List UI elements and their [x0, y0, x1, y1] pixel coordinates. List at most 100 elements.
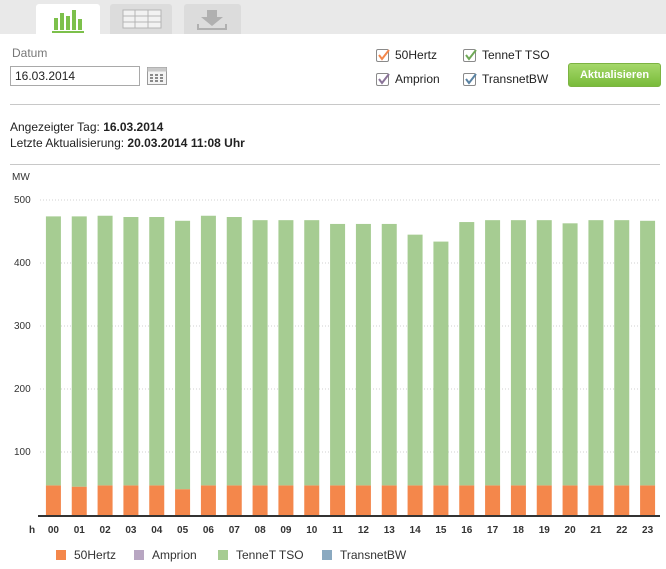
shown-day-value: 16.03.2014 — [103, 120, 164, 134]
divider — [10, 164, 660, 165]
x-tick-label: 08 — [255, 525, 267, 536]
x-tick-label: 00 — [48, 525, 60, 536]
y-tick-label: 400 — [14, 258, 31, 269]
checkmark-icon — [465, 48, 477, 61]
bar-50hertz — [252, 485, 268, 515]
y-tick-label: 200 — [14, 384, 31, 395]
bar-tennet-tso — [330, 223, 346, 486]
x-tick-label: 23 — [642, 525, 654, 536]
bar-50hertz — [588, 485, 604, 515]
x-tick-label: 01 — [74, 525, 86, 536]
bar-tennet-tso — [304, 220, 320, 486]
divider — [10, 104, 660, 105]
bar-tennet-tso — [433, 241, 449, 486]
bar-50hertz — [278, 485, 294, 515]
bar-50hertz — [485, 485, 501, 515]
date-input[interactable] — [10, 66, 140, 86]
legend-item-transnetbw: TransnetBW — [322, 548, 406, 562]
legend-item-tennet: TenneT TSO — [218, 548, 304, 562]
last-update-label: Letzte Aktualisierung: — [10, 136, 125, 150]
x-tick-label: 17 — [487, 525, 499, 536]
bar-50hertz — [200, 485, 216, 515]
x-tick-label: 11 — [332, 525, 343, 536]
update-button[interactable]: Aktualisieren — [568, 63, 661, 87]
legend-label: Amprion — [152, 548, 197, 562]
x-tick-label: 04 — [151, 525, 163, 536]
download-icon — [197, 10, 227, 30]
legend-label: 50Hertz — [74, 548, 117, 562]
bar-tennet-tso — [381, 223, 397, 486]
tab-download[interactable] — [184, 4, 241, 34]
bar-tennet-tso — [485, 220, 501, 486]
bar-50hertz — [149, 485, 165, 515]
date-label: Datum — [12, 46, 48, 60]
bar-50hertz — [226, 485, 242, 515]
bar-tennet-tso — [200, 215, 216, 486]
bar-50hertz — [97, 485, 113, 515]
bar-50hertz — [562, 485, 578, 515]
legend-swatch — [56, 550, 66, 560]
x-tick-label: 15 — [435, 525, 447, 536]
bar-tennet-tso — [123, 217, 139, 486]
x-tick-label: 12 — [358, 525, 370, 536]
x-tick-label: 06 — [203, 525, 215, 536]
bar-50hertz — [510, 485, 526, 515]
checkbox-label: 50Hertz — [395, 48, 438, 62]
bar-tennet-tso — [407, 234, 423, 486]
legend-label: TransnetBW — [340, 548, 407, 562]
y-tick-label: 300 — [14, 321, 31, 332]
checkbox-amprion[interactable]: Amprion — [376, 72, 440, 86]
bar-50hertz — [304, 485, 320, 515]
bar-tennet-tso — [536, 220, 552, 486]
bar-tennet-tso — [97, 215, 113, 486]
bar-50hertz — [459, 485, 475, 515]
legend-swatch — [134, 550, 144, 560]
bar-tennet-tso — [459, 222, 475, 486]
x-tick-label: 03 — [125, 525, 137, 536]
checkbox-transnetbw[interactable]: TransnetBW — [463, 72, 548, 86]
bar-tennet-tso — [562, 223, 578, 486]
x-tick-label: 02 — [100, 525, 112, 536]
x-tick-label: 05 — [177, 525, 189, 536]
x-tick-label: 16 — [461, 525, 473, 536]
checkbox-box[interactable] — [463, 48, 477, 62]
checkbox-box[interactable] — [376, 72, 390, 86]
y-tick-label: 500 — [14, 195, 31, 206]
checkbox-label: TenneT TSO — [482, 48, 550, 62]
checkmark-icon — [378, 72, 390, 85]
legend-swatch — [218, 550, 228, 560]
bar-tennet-tso — [614, 220, 630, 486]
legend-swatch — [322, 550, 332, 560]
x-tick-label: 22 — [616, 525, 628, 536]
checkbox-label: Amprion — [395, 72, 440, 86]
shown-day-info: Angezeigter Tag: 16.03.2014 — [10, 120, 163, 134]
checkbox-box[interactable] — [463, 72, 477, 86]
x-tick-label: 09 — [280, 525, 292, 536]
checkbox-50hertz[interactable]: 50Hertz — [376, 48, 437, 62]
table-icon — [122, 9, 162, 29]
shown-day-label: Angezeigter Tag: — [10, 120, 100, 134]
checkmark-icon — [378, 48, 390, 61]
y-axis-unit-label: MW — [12, 172, 30, 183]
tab-bar — [0, 0, 666, 34]
bar-50hertz — [381, 485, 397, 515]
tab-table[interactable] — [110, 4, 172, 34]
bar-50hertz — [614, 485, 630, 515]
checkbox-box[interactable] — [376, 48, 390, 62]
bar-50hertz — [407, 485, 423, 515]
legend-item-amprion: Amprion — [134, 548, 197, 562]
legend-label: TenneT TSO — [236, 548, 304, 562]
tab-chart[interactable] — [36, 4, 100, 34]
calendar-icon[interactable] — [147, 67, 167, 85]
x-tick-label: 14 — [410, 525, 422, 536]
bar-tennet-tso — [175, 220, 191, 490]
bar-50hertz — [640, 485, 656, 515]
legend-item-50hertz: 50Hertz — [56, 548, 116, 562]
bar-tennet-tso — [355, 223, 371, 486]
bar-tennet-tso — [226, 217, 242, 486]
checkbox-tennet[interactable]: TenneT TSO — [463, 48, 550, 62]
bar-50hertz — [71, 486, 87, 515]
x-tick-label: 19 — [539, 525, 551, 536]
bar-50hertz — [330, 485, 346, 515]
last-update-value: 20.03.2014 11:08 Uhr — [127, 136, 245, 150]
